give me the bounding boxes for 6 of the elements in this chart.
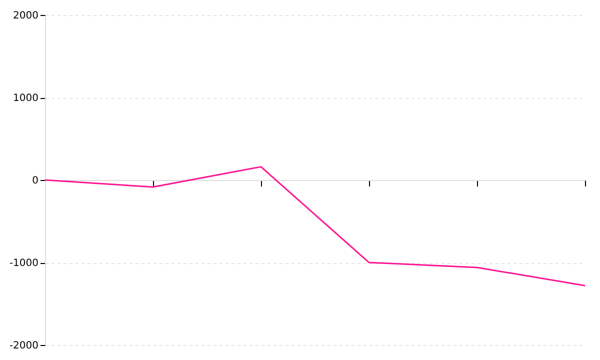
y-tick-label: -2000	[9, 340, 38, 352]
line-series	[44, 166, 586, 286]
y-tick-label: 2000	[13, 10, 38, 22]
y-tick-label: 0	[32, 176, 38, 186]
y-tick-label: 1000	[13, 93, 38, 104]
y-tick-label: -1000	[9, 258, 38, 269]
